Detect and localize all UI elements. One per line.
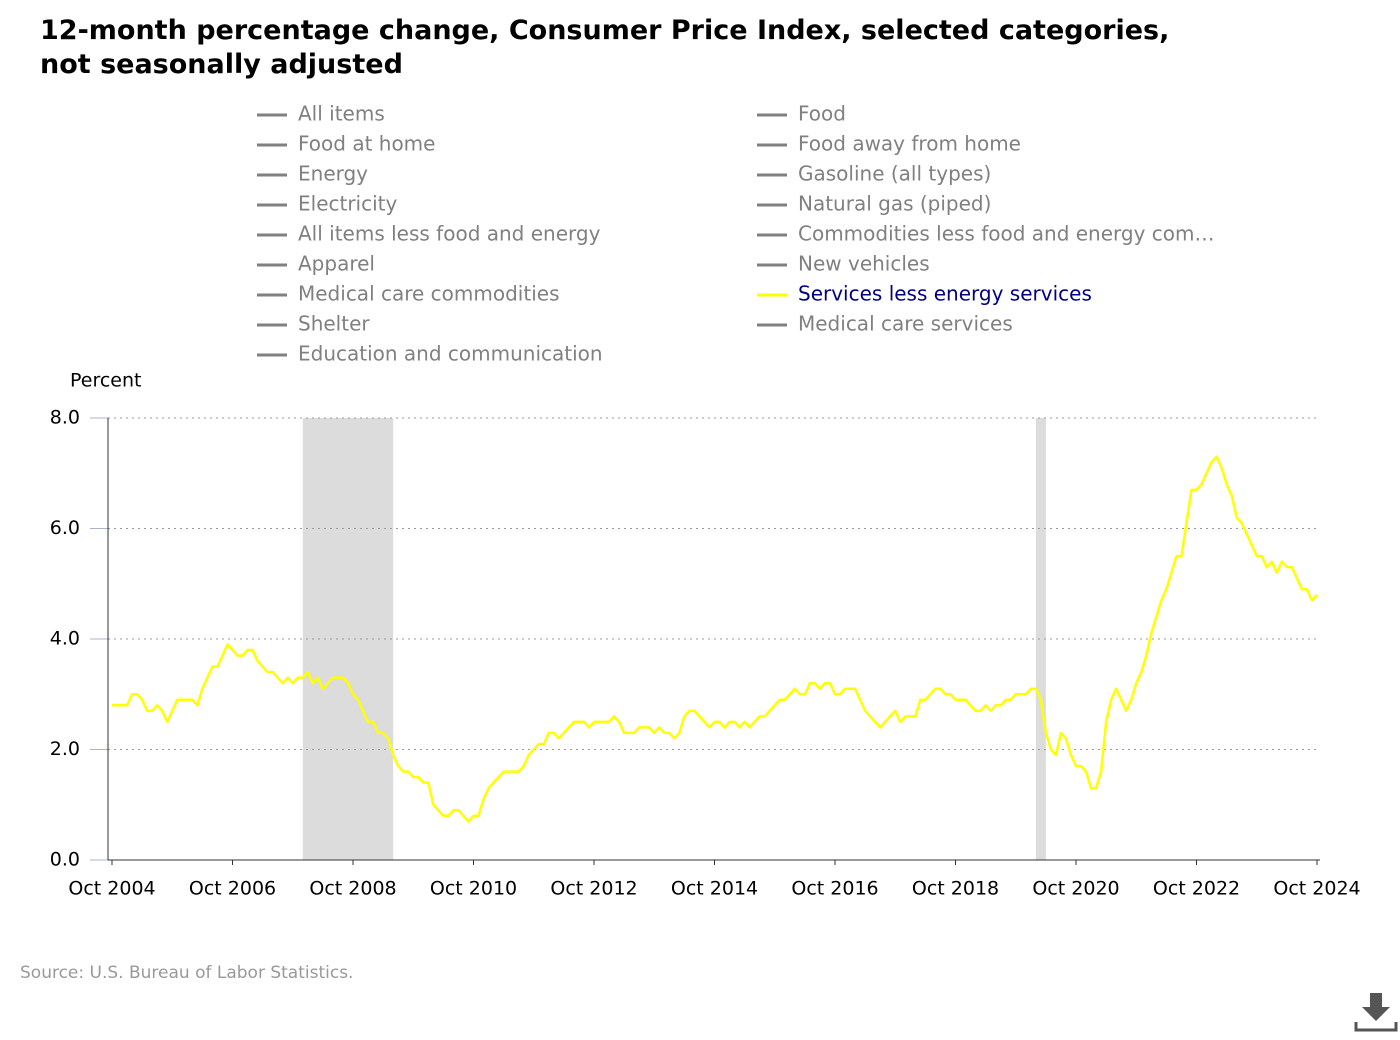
recession-shading [1035,418,1046,860]
legend-label: Energy [298,162,368,186]
y-tick-label: 4.0 [50,628,80,650]
y-axis-label: Percent [70,370,142,392]
legend-label: Apparel [298,252,375,276]
x-tick-label: Oct 2004 [68,878,155,900]
legend-label: All items [298,102,385,126]
legend-label: All items less food and energy [298,222,601,246]
x-tick-label: Oct 2006 [189,878,276,900]
legend-label: Food [798,102,846,126]
legend-label: Services less energy services [798,282,1092,306]
x-tick-label: Oct 2010 [430,878,517,900]
legend-label: Gasoline (all types) [798,162,991,186]
download-arrow-stem [1370,993,1382,1007]
legend-label: Food at home [298,132,435,156]
y-tick-label: 0.0 [50,849,80,871]
download-arrow-head [1362,1007,1390,1021]
series-line [112,455,1318,823]
x-tick-label: Oct 2008 [309,878,396,900]
legend-label: Commodities less food and energy com… [798,222,1215,246]
legend-label: Electricity [298,192,398,216]
y-tick-label: 6.0 [50,517,80,539]
x-tick-label: Oct 2022 [1153,878,1240,900]
legend-label: Shelter [298,312,370,336]
x-tick-label: Oct 2014 [671,878,758,900]
legend-label: Education and communication [298,342,603,366]
legend-label: Food away from home [798,132,1021,156]
x-tick-label: Oct 2016 [791,878,878,900]
x-tick-label: Oct 2018 [912,878,999,900]
legend-label: Natural gas (piped) [798,192,991,216]
x-tick-label: Oct 2012 [550,878,637,900]
download-icon[interactable] [1354,993,1398,1032]
chart-title: 12-month percentage change, Consumer Pri… [40,15,1170,80]
y-tick-label: 2.0 [50,738,80,760]
legend-label: Medical care commodities [298,282,559,306]
legend-label: New vehicles [798,252,930,276]
download-tray [1354,1022,1398,1032]
x-tick-label: Oct 2020 [1032,878,1119,900]
legend-label: Medical care services [798,312,1013,336]
source: Source: U.S. Bureau of Labor Statistics. [20,963,353,983]
y-tick-label: 8.0 [50,407,80,429]
x-tick-label: Oct 2024 [1273,878,1360,900]
